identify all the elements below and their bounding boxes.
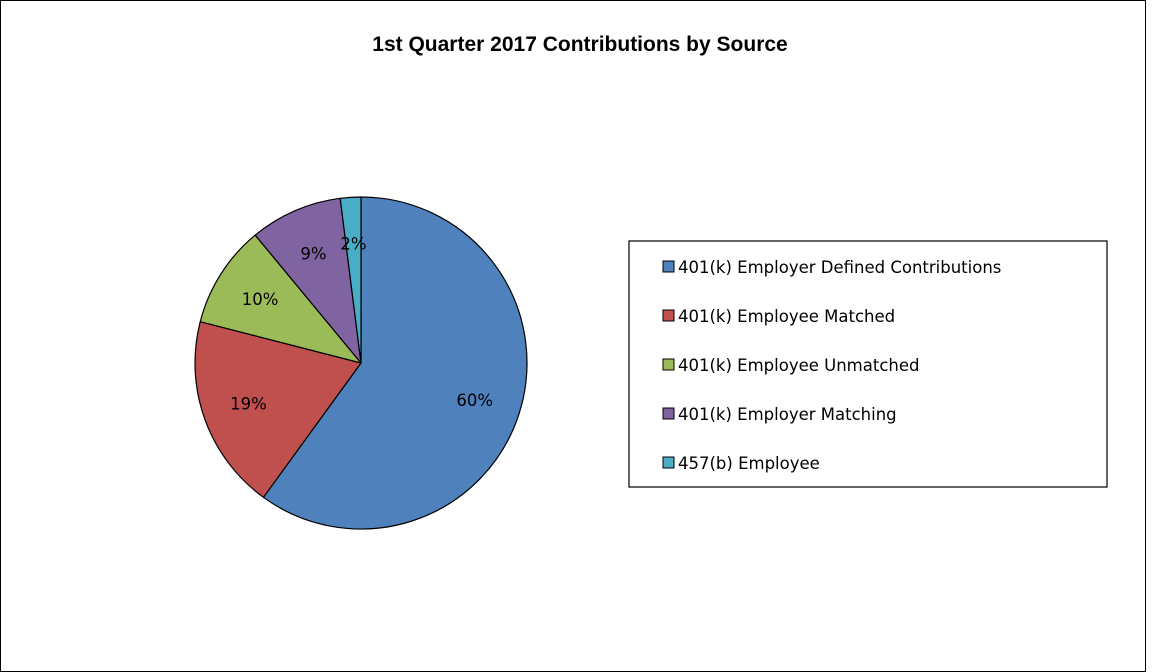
legend-swatch-401-k-employee-unmatched: [662, 358, 675, 371]
data-label-401-k-employee-matched: 19%: [230, 395, 267, 414]
data-label-401-k-employee-unmatched: 10%: [242, 290, 279, 309]
data-label-401-k-employer-defined-contributions: 60%: [456, 391, 493, 410]
legend-swatch-401-k-employer-matching: [662, 407, 675, 420]
legend-label-401-k-employee-matched: 401(k) Employee Matched: [678, 307, 895, 326]
legend: 401(k) Employer Defined Contributions 401…: [628, 240, 1108, 488]
chart-title: 1st Quarter 2017 Contributions by Source: [372, 33, 787, 56]
pie-slices: [194, 196, 528, 530]
legend-swatch-457-b-employee: [662, 456, 675, 469]
data-label-401-k-employer-matching: 9%: [300, 244, 326, 263]
pie-slice-401-k-employee-matched: [194, 321, 362, 498]
pie-data-labels: 60% 19% 10% 9% 2%: [230, 235, 493, 414]
legend-label-401-k-employer-matching: 401(k) Employer Matching: [678, 405, 897, 424]
legend-swatch-401-k-employer-defined-contributions: [662, 260, 675, 273]
legend-box: [628, 240, 1108, 488]
data-label-457-b-employee: 2%: [340, 235, 366, 254]
legend-label-401-k-employer-defined-contributions: 401(k) Employer Defined Contributions: [678, 258, 1001, 277]
legend-label-457-b-employee: 457(b) Employee: [678, 454, 820, 473]
legend-swatch-401-k-employee-matched: [662, 309, 675, 322]
legend-label-401-k-employee-unmatched: 401(k) Employee Unmatched: [678, 356, 919, 375]
pie-slice-457-b-employee: [339, 196, 362, 364]
pie-slice-401-k-employer-matching: [254, 197, 362, 364]
pie-slice-401-k-employee-unmatched: [199, 234, 362, 364]
pie-slice-401-k-employer-defined-contributions: [262, 196, 528, 530]
